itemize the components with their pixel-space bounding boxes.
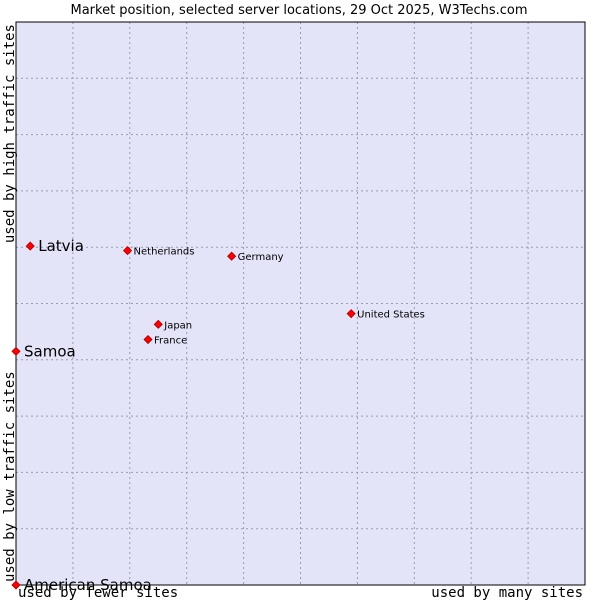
point-germany: Germany (227, 251, 284, 263)
y-axis-label-low: used by low traffic sites (2, 371, 18, 582)
point-marker-american-samoa (11, 580, 21, 590)
point-label-samoa: Samoa (24, 342, 76, 360)
point-label-netherlands: Netherlands (134, 247, 195, 258)
point-latvia: Latvia (25, 237, 84, 255)
point-marker-netherlands (122, 246, 133, 256)
x-axis-label-high: used by many sites (431, 585, 583, 600)
point-japan: Japan (153, 319, 192, 331)
point-netherlands: Netherlands (122, 246, 195, 258)
point-marker-japan (153, 319, 163, 329)
point-label-germany: Germany (238, 252, 284, 263)
grid-lines (16, 22, 585, 585)
point-label-latvia: Latvia (38, 237, 84, 255)
y-axis-label-high: used by high traffic sites (2, 24, 18, 243)
point-marker-united-states (346, 309, 356, 319)
point-label-japan: Japan (163, 320, 192, 331)
x-axis-label-low: used by fewer sites (18, 585, 178, 600)
point-label-france: France (154, 336, 187, 347)
point-label-american-samoa: American Samoa (24, 576, 152, 594)
point-united-states: United States (346, 309, 425, 321)
point-marker-germany (227, 251, 237, 261)
plot-border (15, 21, 586, 586)
point-france: France (143, 334, 187, 347)
point-label-united-states: United States (357, 310, 425, 321)
point-marker-samoa (11, 346, 21, 356)
point-marker-latvia (25, 241, 35, 251)
data-points: United States Germany Netherlands Japan Fran… (11, 237, 425, 594)
point-american-samoa: American Samoa (11, 576, 152, 594)
point-samoa: Samoa (11, 342, 76, 360)
point-marker-france (143, 334, 153, 345)
chart-title: Market position, selected server locatio… (70, 3, 527, 18)
